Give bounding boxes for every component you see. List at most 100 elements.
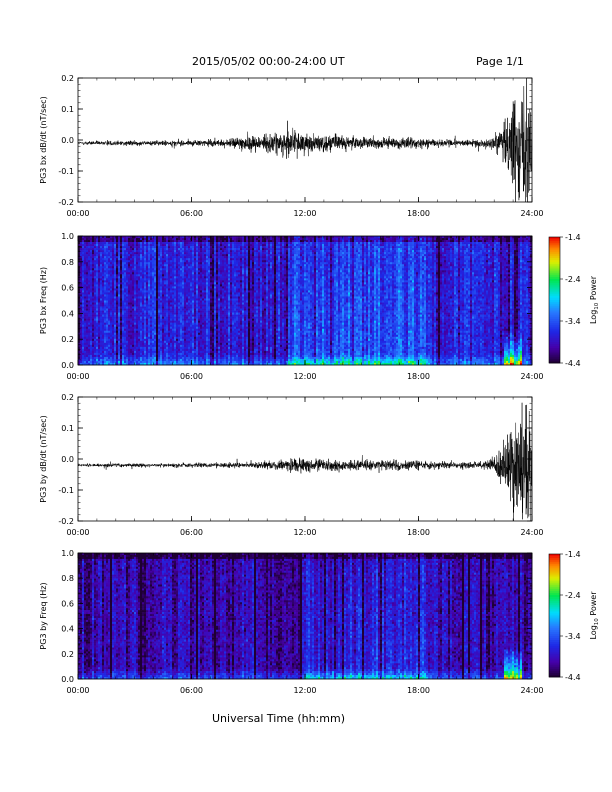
spectrogram-cell (200, 303, 202, 305)
spectrogram-cell (146, 313, 148, 315)
spectrogram-cell (124, 339, 126, 341)
spectrogram-cell (194, 260, 196, 262)
spectrogram-cell (130, 343, 132, 345)
spectrogram-cell (220, 248, 222, 250)
spectrogram-cell (226, 301, 228, 303)
spectrogram-cell (82, 244, 84, 246)
spectrogram-cell (98, 337, 100, 339)
spectrogram-cell (134, 246, 136, 248)
spectrogram-cell (224, 284, 226, 286)
spectrogram-cell (140, 305, 142, 307)
spectrogram-cell (174, 286, 176, 288)
spectrogram-cell (214, 298, 216, 300)
spectrogram-cell (174, 323, 176, 325)
spectrogram-cell (166, 337, 168, 339)
spectrogram-cell (200, 266, 202, 268)
spectrogram-cell (138, 252, 140, 254)
spectrogram-cell (180, 286, 182, 288)
spectrogram-cell (222, 282, 224, 284)
spectrogram-cell (202, 351, 204, 353)
spectrogram-cell (196, 325, 198, 327)
spectrogram-cell (170, 357, 172, 359)
spectrogram-cell (220, 280, 222, 282)
spectrogram-cell (126, 244, 128, 246)
spectrogram-cell (188, 274, 190, 276)
spectrogram-cell (224, 256, 226, 258)
spectrogram-cell (102, 294, 104, 296)
spectrogram-cell (122, 361, 124, 363)
spectrogram-cell (86, 274, 88, 276)
spectrogram-cell (140, 286, 142, 288)
spectrogram-cell (208, 296, 210, 298)
spectrogram-cell (100, 305, 102, 307)
spectrogram-cell (164, 252, 166, 254)
spectrogram-cell (204, 331, 206, 333)
spectrogram-cell (172, 321, 174, 323)
spectrogram-cell (202, 313, 204, 315)
spectrogram-cell (164, 282, 166, 284)
spectrogram-cell (176, 246, 178, 248)
spectrogram-cell (188, 244, 190, 246)
spectrogram-cell (128, 313, 130, 315)
spectrogram-cell (184, 242, 186, 244)
spectrogram-cell (130, 307, 132, 309)
spectrogram-cell (94, 284, 96, 286)
spectrogram-cell (184, 246, 186, 248)
spectrogram-cell (180, 323, 182, 325)
spectrogram-cell (138, 317, 140, 319)
spectrogram-cell (160, 337, 162, 339)
spectrogram-cell (126, 347, 128, 349)
spectrogram-cell (126, 327, 128, 329)
spectrogram-cell (144, 288, 146, 290)
spectrogram-cell (86, 238, 88, 240)
spectrogram-cell (94, 248, 96, 250)
spectrogram-cell (96, 240, 98, 242)
spectrogram-cell (134, 337, 136, 339)
spectrogram-cell (170, 341, 172, 343)
spectrogram-cell (218, 268, 220, 270)
spectrogram-cell (146, 337, 148, 339)
spectrogram-cell (186, 301, 188, 303)
spectrogram-cell (88, 355, 90, 357)
spectrogram-cell (176, 359, 178, 361)
spectrogram-cell (150, 331, 152, 333)
spectrogram-cell (100, 280, 102, 282)
spectrogram-cell (160, 333, 162, 335)
spectrogram-cell (104, 284, 106, 286)
spectrogram-cell (156, 266, 158, 268)
spectrogram-cell (172, 339, 174, 341)
spectrogram-cell (202, 282, 204, 284)
spectrogram-cell (156, 274, 158, 276)
spectrogram-cell (208, 347, 210, 349)
spectrogram-cell (168, 268, 170, 270)
spectrogram-cell (112, 357, 114, 359)
spectrogram-cell (184, 284, 186, 286)
spectrogram-cell (184, 307, 186, 309)
spectrogram-cell (178, 341, 180, 343)
spectrogram-cell (220, 349, 222, 351)
spectrogram-cell (90, 357, 92, 359)
spectrogram-cell (100, 339, 102, 341)
spectrogram-cell (142, 290, 144, 292)
spectrogram-cell (128, 361, 130, 363)
spectrogram-cell (196, 345, 198, 347)
spectrogram-cell (154, 284, 156, 286)
spectrogram-cell (132, 264, 134, 266)
spectrogram-cell (208, 353, 210, 355)
spectrogram-cell (82, 292, 84, 294)
spectrogram-cell (114, 305, 116, 307)
spectrogram-cell (106, 294, 108, 296)
spectrogram-cell (210, 311, 212, 313)
spectrogram-cell (172, 347, 174, 349)
spectrogram-cell (168, 345, 170, 347)
spectrogram-cell (116, 337, 118, 339)
spectrogram-cell (168, 335, 170, 337)
spectrogram-cell (192, 252, 194, 254)
spectrogram-cell (218, 298, 220, 300)
spectrogram-cell (102, 329, 104, 331)
spectrogram-cell (110, 256, 112, 258)
spectrogram-cell (88, 361, 90, 363)
spectrogram-cell (148, 290, 150, 292)
spectrogram-cell (172, 353, 174, 355)
spectrogram-cell (180, 260, 182, 262)
